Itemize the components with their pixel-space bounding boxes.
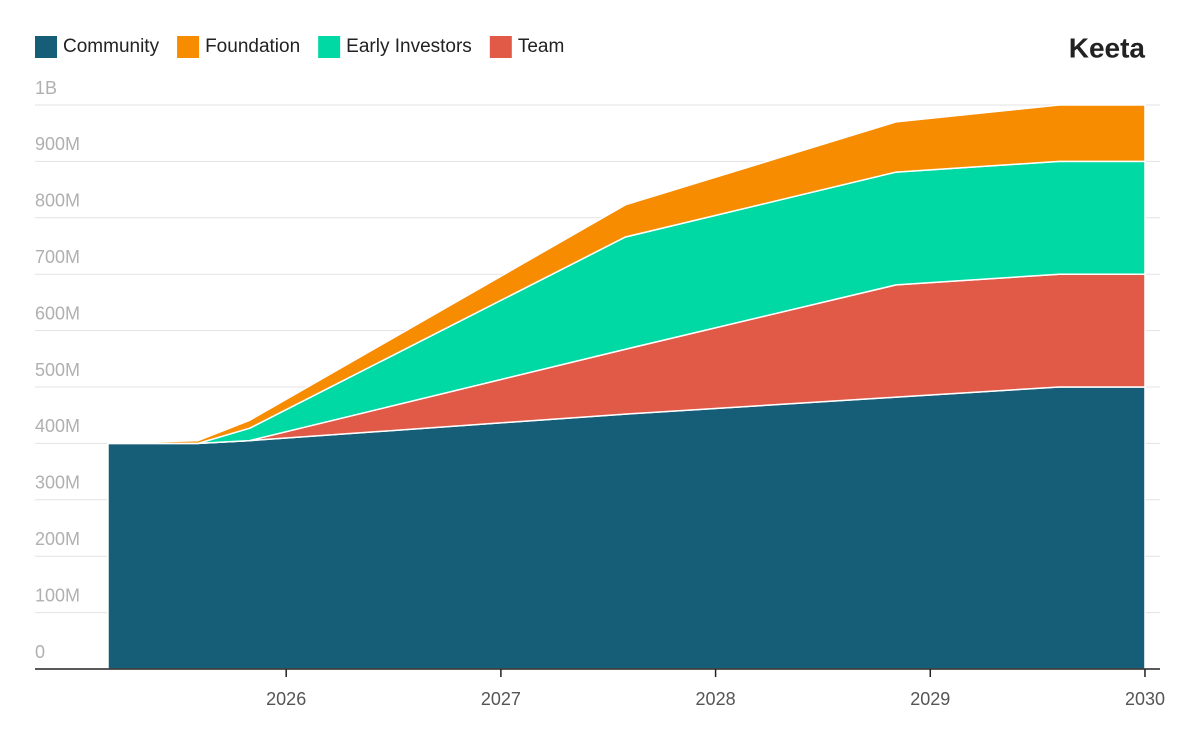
y-tick-label: 400M [35, 416, 80, 436]
y-tick-label: 500M [35, 360, 80, 380]
y-tick-label: 100M [35, 585, 80, 605]
y-tick-label: 1B [35, 78, 57, 98]
y-tick-label: 600M [35, 303, 80, 323]
y-tick-label: 900M [35, 134, 80, 154]
brand-logo: Keeta [1069, 32, 1146, 63]
legend-label: Team [518, 36, 564, 57]
x-tick-label: 2029 [910, 689, 950, 709]
x-tick-label: 2030 [1125, 689, 1165, 709]
legend-label: Early Investors [346, 36, 472, 57]
legend-swatch [35, 36, 57, 58]
legend-swatch [318, 36, 341, 58]
y-tick-label: 200M [35, 529, 80, 549]
legend-label: Foundation [205, 36, 300, 57]
legend-label: Community [63, 36, 160, 57]
y-tick-label: 0 [35, 642, 45, 662]
y-tick-label: 800M [35, 191, 80, 211]
y-tick-label: 700M [35, 247, 80, 267]
x-tick-label: 2026 [266, 689, 306, 709]
y-tick-label: 300M [35, 473, 80, 493]
legend-swatch [489, 36, 512, 58]
area [107, 104, 1146, 445]
x-tick-label: 2027 [481, 689, 521, 709]
legend-swatch [177, 36, 200, 58]
x-tick-label: 2028 [696, 689, 736, 709]
